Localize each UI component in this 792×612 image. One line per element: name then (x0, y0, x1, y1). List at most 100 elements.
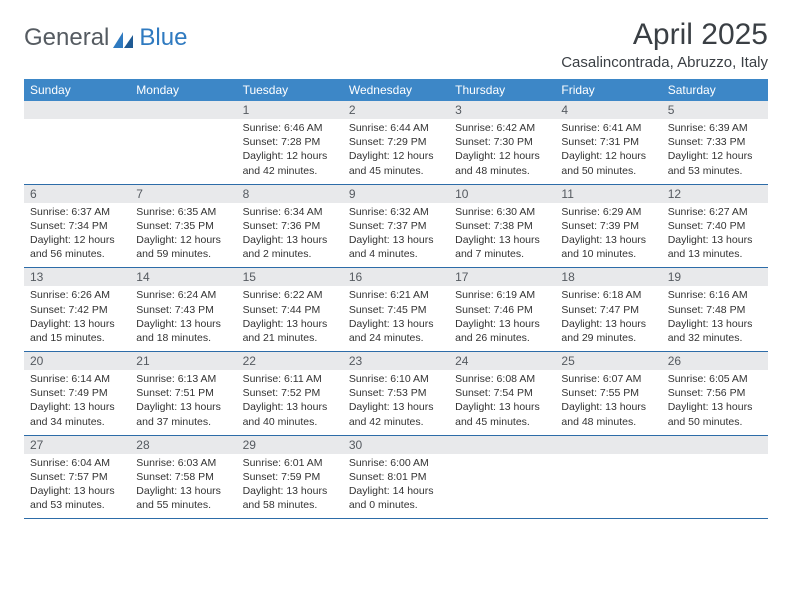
day-cell: 28Sunrise: 6:03 AMSunset: 7:58 PMDayligh… (130, 435, 236, 519)
day-content: Sunrise: 6:21 AMSunset: 7:45 PMDaylight:… (343, 286, 449, 351)
daylight-line: Daylight: 13 hours and 21 minutes. (243, 317, 337, 345)
day-content: Sunrise: 6:39 AMSunset: 7:33 PMDaylight:… (662, 119, 768, 184)
day-cell: 17Sunrise: 6:19 AMSunset: 7:46 PMDayligh… (449, 268, 555, 352)
daylight-line: Daylight: 13 hours and 42 minutes. (349, 400, 443, 428)
sunset-line: Sunset: 7:49 PM (30, 386, 124, 400)
day-content: Sunrise: 6:03 AMSunset: 7:58 PMDaylight:… (130, 454, 236, 519)
sunrise-line: Sunrise: 6:03 AM (136, 456, 230, 470)
daylight-line: Daylight: 14 hours and 0 minutes. (349, 484, 443, 512)
day-number: 20 (24, 352, 130, 370)
header: GeneralBlue April 2025 Casalincontrada, … (24, 18, 768, 71)
week-row: 20Sunrise: 6:14 AMSunset: 7:49 PMDayligh… (24, 352, 768, 436)
day-number: 23 (343, 352, 449, 370)
day-number (130, 101, 236, 119)
day-cell: 27Sunrise: 6:04 AMSunset: 7:57 PMDayligh… (24, 435, 130, 519)
daylight-line: Daylight: 13 hours and 58 minutes. (243, 484, 337, 512)
sunset-line: Sunset: 7:43 PM (136, 303, 230, 317)
day-content: Sunrise: 6:30 AMSunset: 7:38 PMDaylight:… (449, 203, 555, 268)
sunset-line: Sunset: 7:59 PM (243, 470, 337, 484)
day-cell: 4Sunrise: 6:41 AMSunset: 7:31 PMDaylight… (555, 101, 661, 184)
daylight-line: Daylight: 13 hours and 2 minutes. (243, 233, 337, 261)
day-content: Sunrise: 6:22 AMSunset: 7:44 PMDaylight:… (237, 286, 343, 351)
sunset-line: Sunset: 7:35 PM (136, 219, 230, 233)
day-cell: 8Sunrise: 6:34 AMSunset: 7:36 PMDaylight… (237, 184, 343, 268)
sunrise-line: Sunrise: 6:16 AM (668, 288, 762, 302)
location: Casalincontrada, Abruzzo, Italy (561, 54, 768, 71)
sunset-line: Sunset: 7:33 PM (668, 135, 762, 149)
sunset-line: Sunset: 7:55 PM (561, 386, 655, 400)
day-content (449, 454, 555, 512)
day-cell: 13Sunrise: 6:26 AMSunset: 7:42 PMDayligh… (24, 268, 130, 352)
week-row: 1Sunrise: 6:46 AMSunset: 7:28 PMDaylight… (24, 101, 768, 184)
daylight-line: Daylight: 13 hours and 55 minutes. (136, 484, 230, 512)
day-cell: 14Sunrise: 6:24 AMSunset: 7:43 PMDayligh… (130, 268, 236, 352)
day-number: 2 (343, 101, 449, 119)
day-content: Sunrise: 6:00 AMSunset: 8:01 PMDaylight:… (343, 454, 449, 519)
daylight-line: Daylight: 12 hours and 56 minutes. (30, 233, 124, 261)
logo-text-blue: Blue (139, 24, 187, 52)
day-cell (449, 435, 555, 519)
day-number: 6 (24, 185, 130, 203)
day-number (555, 436, 661, 454)
sunset-line: Sunset: 7:42 PM (30, 303, 124, 317)
day-number: 19 (662, 268, 768, 286)
sunrise-line: Sunrise: 6:11 AM (243, 372, 337, 386)
daylight-line: Daylight: 13 hours and 13 minutes. (668, 233, 762, 261)
day-number: 17 (449, 268, 555, 286)
day-content: Sunrise: 6:11 AMSunset: 7:52 PMDaylight:… (237, 370, 343, 435)
day-cell: 21Sunrise: 6:13 AMSunset: 7:51 PMDayligh… (130, 352, 236, 436)
sunrise-line: Sunrise: 6:35 AM (136, 205, 230, 219)
sunset-line: Sunset: 7:48 PM (668, 303, 762, 317)
sunrise-line: Sunrise: 6:19 AM (455, 288, 549, 302)
sunrise-line: Sunrise: 6:00 AM (349, 456, 443, 470)
sunset-line: Sunset: 7:51 PM (136, 386, 230, 400)
daylight-line: Daylight: 12 hours and 53 minutes. (668, 149, 762, 177)
day-cell: 23Sunrise: 6:10 AMSunset: 7:53 PMDayligh… (343, 352, 449, 436)
day-number: 13 (24, 268, 130, 286)
daylight-line: Daylight: 12 hours and 45 minutes. (349, 149, 443, 177)
day-cell: 7Sunrise: 6:35 AMSunset: 7:35 PMDaylight… (130, 184, 236, 268)
day-cell: 24Sunrise: 6:08 AMSunset: 7:54 PMDayligh… (449, 352, 555, 436)
day-content: Sunrise: 6:24 AMSunset: 7:43 PMDaylight:… (130, 286, 236, 351)
sunset-line: Sunset: 7:58 PM (136, 470, 230, 484)
sunset-line: Sunset: 7:37 PM (349, 219, 443, 233)
day-content: Sunrise: 6:37 AMSunset: 7:34 PMDaylight:… (24, 203, 130, 268)
day-cell: 18Sunrise: 6:18 AMSunset: 7:47 PMDayligh… (555, 268, 661, 352)
day-cell: 3Sunrise: 6:42 AMSunset: 7:30 PMDaylight… (449, 101, 555, 184)
day-cell: 30Sunrise: 6:00 AMSunset: 8:01 PMDayligh… (343, 435, 449, 519)
day-number: 4 (555, 101, 661, 119)
day-cell: 1Sunrise: 6:46 AMSunset: 7:28 PMDaylight… (237, 101, 343, 184)
day-content: Sunrise: 6:29 AMSunset: 7:39 PMDaylight:… (555, 203, 661, 268)
day-cell: 26Sunrise: 6:05 AMSunset: 7:56 PMDayligh… (662, 352, 768, 436)
day-cell: 10Sunrise: 6:30 AMSunset: 7:38 PMDayligh… (449, 184, 555, 268)
day-of-week-row: Sunday Monday Tuesday Wednesday Thursday… (24, 79, 768, 101)
day-content (555, 454, 661, 512)
day-cell: 20Sunrise: 6:14 AMSunset: 7:49 PMDayligh… (24, 352, 130, 436)
day-cell: 16Sunrise: 6:21 AMSunset: 7:45 PMDayligh… (343, 268, 449, 352)
day-content: Sunrise: 6:19 AMSunset: 7:46 PMDaylight:… (449, 286, 555, 351)
day-number: 11 (555, 185, 661, 203)
sunset-line: Sunset: 7:34 PM (30, 219, 124, 233)
day-content: Sunrise: 6:34 AMSunset: 7:36 PMDaylight:… (237, 203, 343, 268)
sunset-line: Sunset: 7:30 PM (455, 135, 549, 149)
day-number: 27 (24, 436, 130, 454)
day-content: Sunrise: 6:18 AMSunset: 7:47 PMDaylight:… (555, 286, 661, 351)
daylight-line: Daylight: 13 hours and 48 minutes. (561, 400, 655, 428)
day-content: Sunrise: 6:41 AMSunset: 7:31 PMDaylight:… (555, 119, 661, 184)
sunrise-line: Sunrise: 6:08 AM (455, 372, 549, 386)
sunrise-line: Sunrise: 6:10 AM (349, 372, 443, 386)
day-content: Sunrise: 6:01 AMSunset: 7:59 PMDaylight:… (237, 454, 343, 519)
sunset-line: Sunset: 7:28 PM (243, 135, 337, 149)
daylight-line: Daylight: 13 hours and 24 minutes. (349, 317, 443, 345)
day-number: 5 (662, 101, 768, 119)
sunrise-line: Sunrise: 6:32 AM (349, 205, 443, 219)
day-content: Sunrise: 6:08 AMSunset: 7:54 PMDaylight:… (449, 370, 555, 435)
day-content: Sunrise: 6:07 AMSunset: 7:55 PMDaylight:… (555, 370, 661, 435)
day-number: 30 (343, 436, 449, 454)
sunrise-line: Sunrise: 6:39 AM (668, 121, 762, 135)
sunrise-line: Sunrise: 6:21 AM (349, 288, 443, 302)
day-cell: 15Sunrise: 6:22 AMSunset: 7:44 PMDayligh… (237, 268, 343, 352)
sunset-line: Sunset: 7:36 PM (243, 219, 337, 233)
day-number: 22 (237, 352, 343, 370)
sunset-line: Sunset: 7:31 PM (561, 135, 655, 149)
